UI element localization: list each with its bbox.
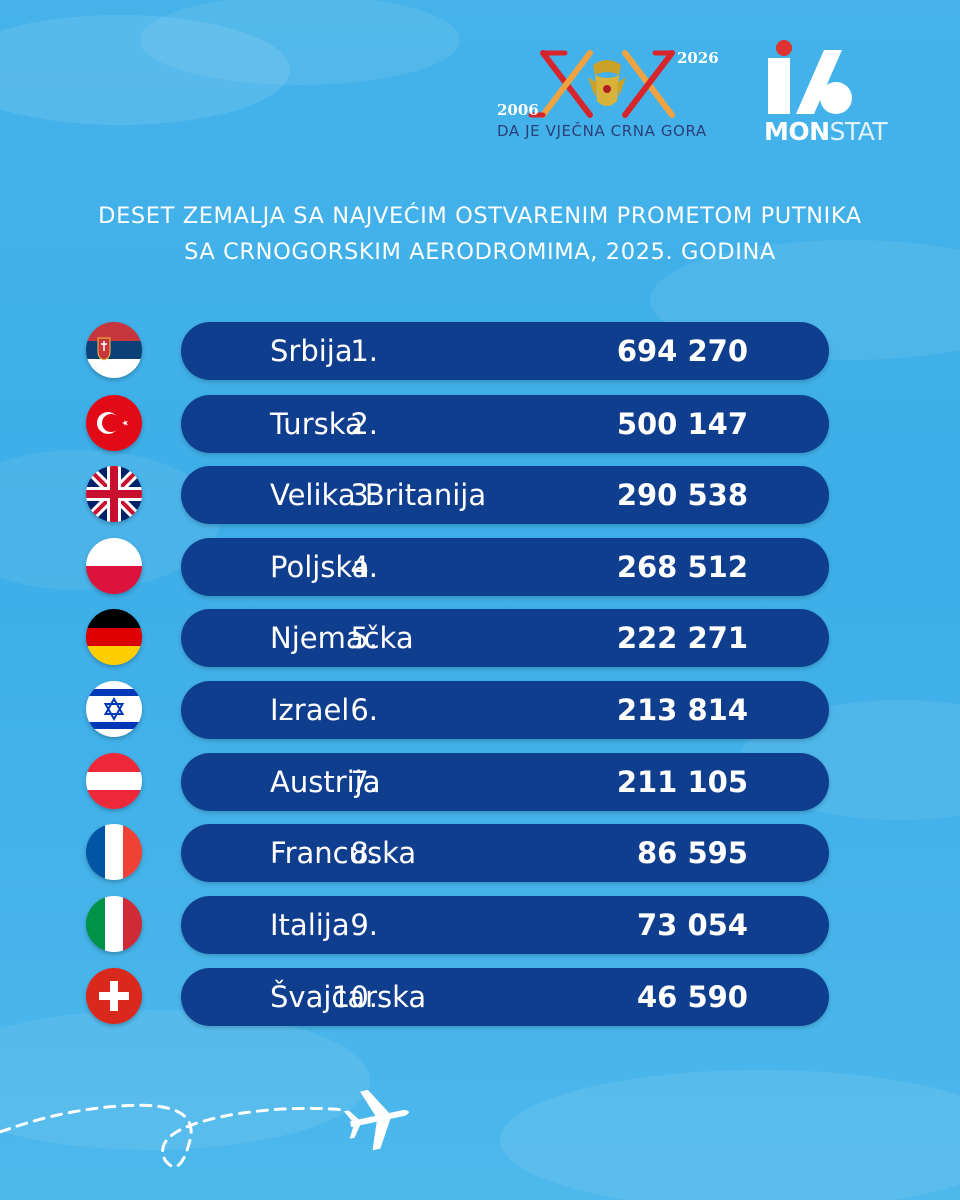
country-pill xyxy=(181,395,829,453)
year-start: 2006 xyxy=(497,101,539,119)
rank-label: 8. xyxy=(350,836,378,870)
country-pill xyxy=(181,466,829,524)
rank-label: 2. xyxy=(350,407,378,441)
rank-label: 4. xyxy=(350,550,378,584)
country-name: Poljska xyxy=(270,550,370,584)
country-row-2: 2. Turska 500 147 xyxy=(0,395,960,453)
rank-label: 7. xyxy=(350,765,378,799)
israel-flag-icon xyxy=(86,681,142,737)
rank-label: 6. xyxy=(350,693,378,727)
country-name: Turska xyxy=(270,407,363,441)
anniversary-slogan: DA JE VJEČNA CRNA GORA xyxy=(497,122,707,140)
country-row-3: 3. Velika Britanija 290 538 xyxy=(0,466,960,524)
passenger-count: 694 270 xyxy=(616,334,748,368)
country-pill xyxy=(181,322,829,380)
passenger-count: 86 595 xyxy=(637,836,748,870)
anniversary-logo xyxy=(528,50,675,118)
country-pill xyxy=(181,968,829,1026)
country-name: Italija xyxy=(270,908,350,942)
rank-label: 1. xyxy=(350,334,378,368)
rank-label: 10. xyxy=(331,980,378,1014)
passenger-count: 268 512 xyxy=(616,550,748,584)
italy-flag-icon xyxy=(86,896,142,952)
monstat-logo-icon xyxy=(768,40,852,114)
germany-flag-icon xyxy=(86,609,142,665)
country-name: Njemačka xyxy=(270,621,414,655)
country-pill xyxy=(181,753,829,811)
country-name: Izrael xyxy=(270,693,350,727)
passenger-count: 213 814 xyxy=(616,693,748,727)
page-title: DESET ZEMALJA SA NAJVEĆIM OSTVARENIM PRO… xyxy=(0,198,960,270)
country-row-9: 9. Italija 73 054 xyxy=(0,896,960,954)
country-pill xyxy=(181,896,829,954)
passenger-count: 500 147 xyxy=(616,407,748,441)
monstat-stat: STAT xyxy=(829,117,888,146)
passenger-count: 73 054 xyxy=(637,908,748,942)
country-row-8: 8. Francuska 86 595 xyxy=(0,824,960,882)
passenger-count: 46 590 xyxy=(637,980,748,1014)
country-row-5: 5. Njemačka 222 271 xyxy=(0,609,960,667)
country-pill xyxy=(181,681,829,739)
country-pill xyxy=(181,609,829,667)
switzerland-flag-icon xyxy=(86,968,142,1024)
austria-flag-icon xyxy=(86,753,142,809)
passenger-count: 290 538 xyxy=(616,478,748,512)
airplane-icon xyxy=(343,1089,409,1151)
country-name: Velika Britanija xyxy=(270,478,487,512)
flight-path-decoration xyxy=(0,1089,409,1169)
france-flag-icon xyxy=(86,824,142,880)
year-end: 2026 xyxy=(677,49,719,67)
country-pill xyxy=(181,538,829,596)
monstat-wordmark: MONSTAT xyxy=(764,117,888,146)
country-row-10: 10. Švajcarska 46 590 xyxy=(0,968,960,1026)
title-line-1: DESET ZEMALJA SA NAJVEĆIM OSTVARENIM PRO… xyxy=(98,203,862,229)
country-row-1: 1. Srbija 694 270 xyxy=(0,322,960,380)
country-name: Francuska xyxy=(270,836,417,870)
serbia-flag-icon xyxy=(86,322,142,378)
coat-of-arms-icon xyxy=(588,60,626,106)
passenger-count: 211 105 xyxy=(616,765,748,799)
rank-label: 5. xyxy=(350,621,378,655)
country-pill xyxy=(181,824,829,882)
country-name: Srbija xyxy=(270,334,353,368)
poland-flag-icon xyxy=(86,538,142,594)
country-name: Švajcarska xyxy=(270,980,427,1014)
rank-label: 3. xyxy=(350,478,378,512)
uk-flag-icon xyxy=(86,466,142,522)
rank-label: 9. xyxy=(350,908,378,942)
country-row-7: 7. Austrija 211 105 xyxy=(0,753,960,811)
turkey-flag-icon xyxy=(86,395,142,451)
monstat-mon: MON xyxy=(764,117,830,146)
country-row-6: 6. Izrael 213 814 xyxy=(0,681,960,739)
passenger-count: 222 271 xyxy=(616,621,748,655)
country-name: Austrija xyxy=(270,765,381,799)
country-row-4: 4. Poljska 268 512 xyxy=(0,538,960,596)
title-line-2: SA CRNOGORSKIM AERODROMIMA, 2025. GODINA xyxy=(184,239,776,265)
